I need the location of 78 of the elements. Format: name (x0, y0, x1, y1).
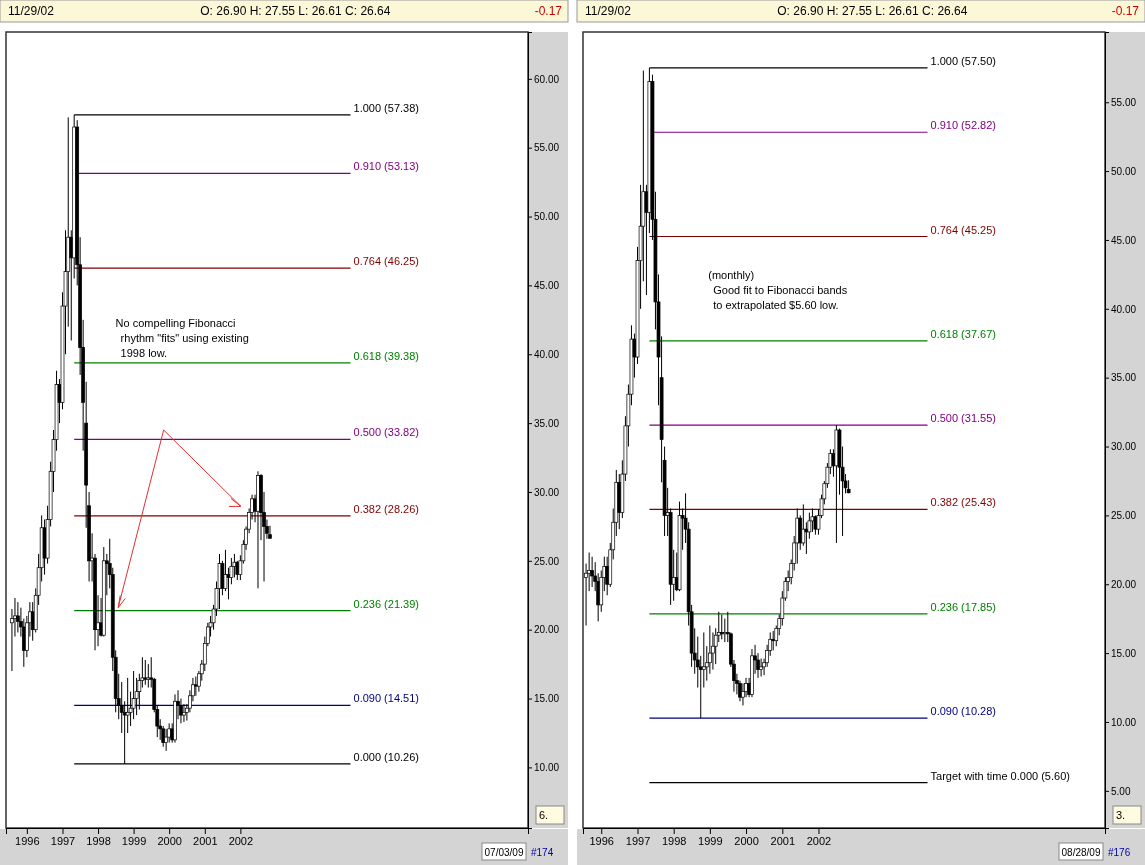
text: 08/28/09 (1061, 847, 1101, 858)
annotation: No compelling Fibonacci rhythm "fits" using existing 1998 low. (115, 316, 249, 359)
candlestick (701, 631, 706, 689)
ref-line-label: 0.500 (33.82) (353, 426, 419, 439)
ref-line-label: 1.000 (57.50) (930, 54, 996, 67)
candlestick (741, 682, 745, 706)
ref-line-label: Target with time 0.000 (5.60) (930, 769, 1070, 782)
text: 3. (1116, 809, 1126, 821)
candlestick (143, 659, 148, 686)
ref-line-label: 0.618 (37.67) (930, 327, 996, 340)
ref-line-label: 0.236 (17.85) (930, 600, 996, 613)
x-tick-label: 2002 (228, 834, 254, 847)
y-tick-label: 50.00 (1111, 165, 1137, 177)
x-tick-label: 2001 (770, 834, 796, 847)
y-tick-label: 50.00 (534, 211, 560, 223)
text: 11/29/02 (585, 4, 632, 18)
y-tick-label: 10.00 (1111, 716, 1137, 728)
y-tick-label: 25.00 (534, 555, 560, 567)
x-tick-label: 1999 (121, 834, 147, 847)
candlestick (590, 556, 594, 588)
x-tick-label: 1997 (625, 834, 651, 847)
y-tick-label: 40.00 (534, 348, 560, 360)
x-tick-label: 2000 (157, 834, 182, 847)
y-tick-label: 15.00 (534, 693, 560, 705)
x-tick-label: 1997 (50, 834, 76, 847)
x-tick-label: 2001 (193, 834, 218, 847)
x-tick-label: 1996 (589, 834, 614, 847)
ref-line-label: 0.910 (52.82) (930, 119, 996, 132)
ref-line-label: 1.000 (57.38) (353, 101, 419, 114)
candlestick (146, 663, 151, 689)
x-tick-label: 2000 (734, 834, 759, 847)
x-tick-label: 1998 (661, 834, 687, 847)
y-tick-label: 30.00 (1111, 441, 1137, 453)
candlestick (16, 601, 20, 633)
x-tick-label: 1996 (15, 834, 40, 847)
text: O: 26.90 H: 27.55 L: 26.61 C: 26.64 (777, 4, 968, 18)
y-tick-label: 10.00 (534, 762, 560, 774)
ref-line-label: 0.382 (28.26) (353, 502, 419, 515)
y-tick-label: 55.00 (1111, 96, 1137, 108)
text: O: 26.90 H: 27.55 L: 26.61 C: 26.64 (200, 4, 391, 18)
y-tick-label: 20.00 (534, 624, 560, 636)
y-tick-label: 45.00 (534, 280, 560, 292)
text: -0.17 (1111, 4, 1140, 18)
ref-line-label: 0.236 (21.39) (353, 597, 419, 610)
y-tick-label: 30.00 (534, 486, 560, 498)
y-tick-label: 40.00 (1111, 303, 1137, 315)
ref-line-label: 0.910 (53.13) (353, 160, 419, 173)
text: 07/03/09 (484, 847, 524, 858)
annotation: (monthly) Good fit to Fibonacci bands to extrapolated $5.60 low. (708, 268, 848, 311)
text: -0.17 (534, 4, 563, 18)
ref-line-label: 0.090 (10.28) (930, 705, 996, 718)
ref-line-label: 0.764 (46.25) (353, 255, 419, 268)
y-tick-label: 20.00 (1111, 578, 1137, 590)
candlestick (804, 521, 809, 555)
y-tick-label: 60.00 (534, 73, 560, 85)
y-tick-label: 25.00 (1111, 510, 1137, 522)
text: #176 (1108, 847, 1131, 858)
y-tick-label: 5.00 (1111, 785, 1131, 797)
text: 11/29/02 (8, 4, 55, 18)
y-tick-label: 35.00 (1111, 372, 1137, 384)
candlestick (194, 676, 198, 697)
ref-line-label: 0.382 (25.43) (930, 496, 996, 509)
ref-line-label: 0.764 (45.25) (930, 223, 996, 236)
y-tick-label: 55.00 (534, 142, 560, 154)
y-tick-label: 35.00 (534, 417, 560, 429)
x-tick-label: 1999 (698, 834, 723, 847)
ref-line-label: 0.090 (14.51) (353, 692, 419, 705)
y-tick-label: 15.00 (1111, 647, 1137, 659)
candlestick (226, 567, 231, 600)
y-tick-label: 45.00 (1111, 234, 1137, 246)
text: #174 (531, 847, 554, 858)
ref-line-label: 0.618 (39.38) (353, 349, 419, 362)
text: 6. (539, 809, 549, 821)
x-tick-label: 1998 (86, 834, 111, 847)
ref-line-label: 0.500 (31.55) (930, 412, 996, 425)
x-tick-label: 2002 (806, 834, 832, 847)
candlestick (182, 703, 186, 723)
ref-line-label: 0.000 (10.26) (353, 750, 419, 763)
